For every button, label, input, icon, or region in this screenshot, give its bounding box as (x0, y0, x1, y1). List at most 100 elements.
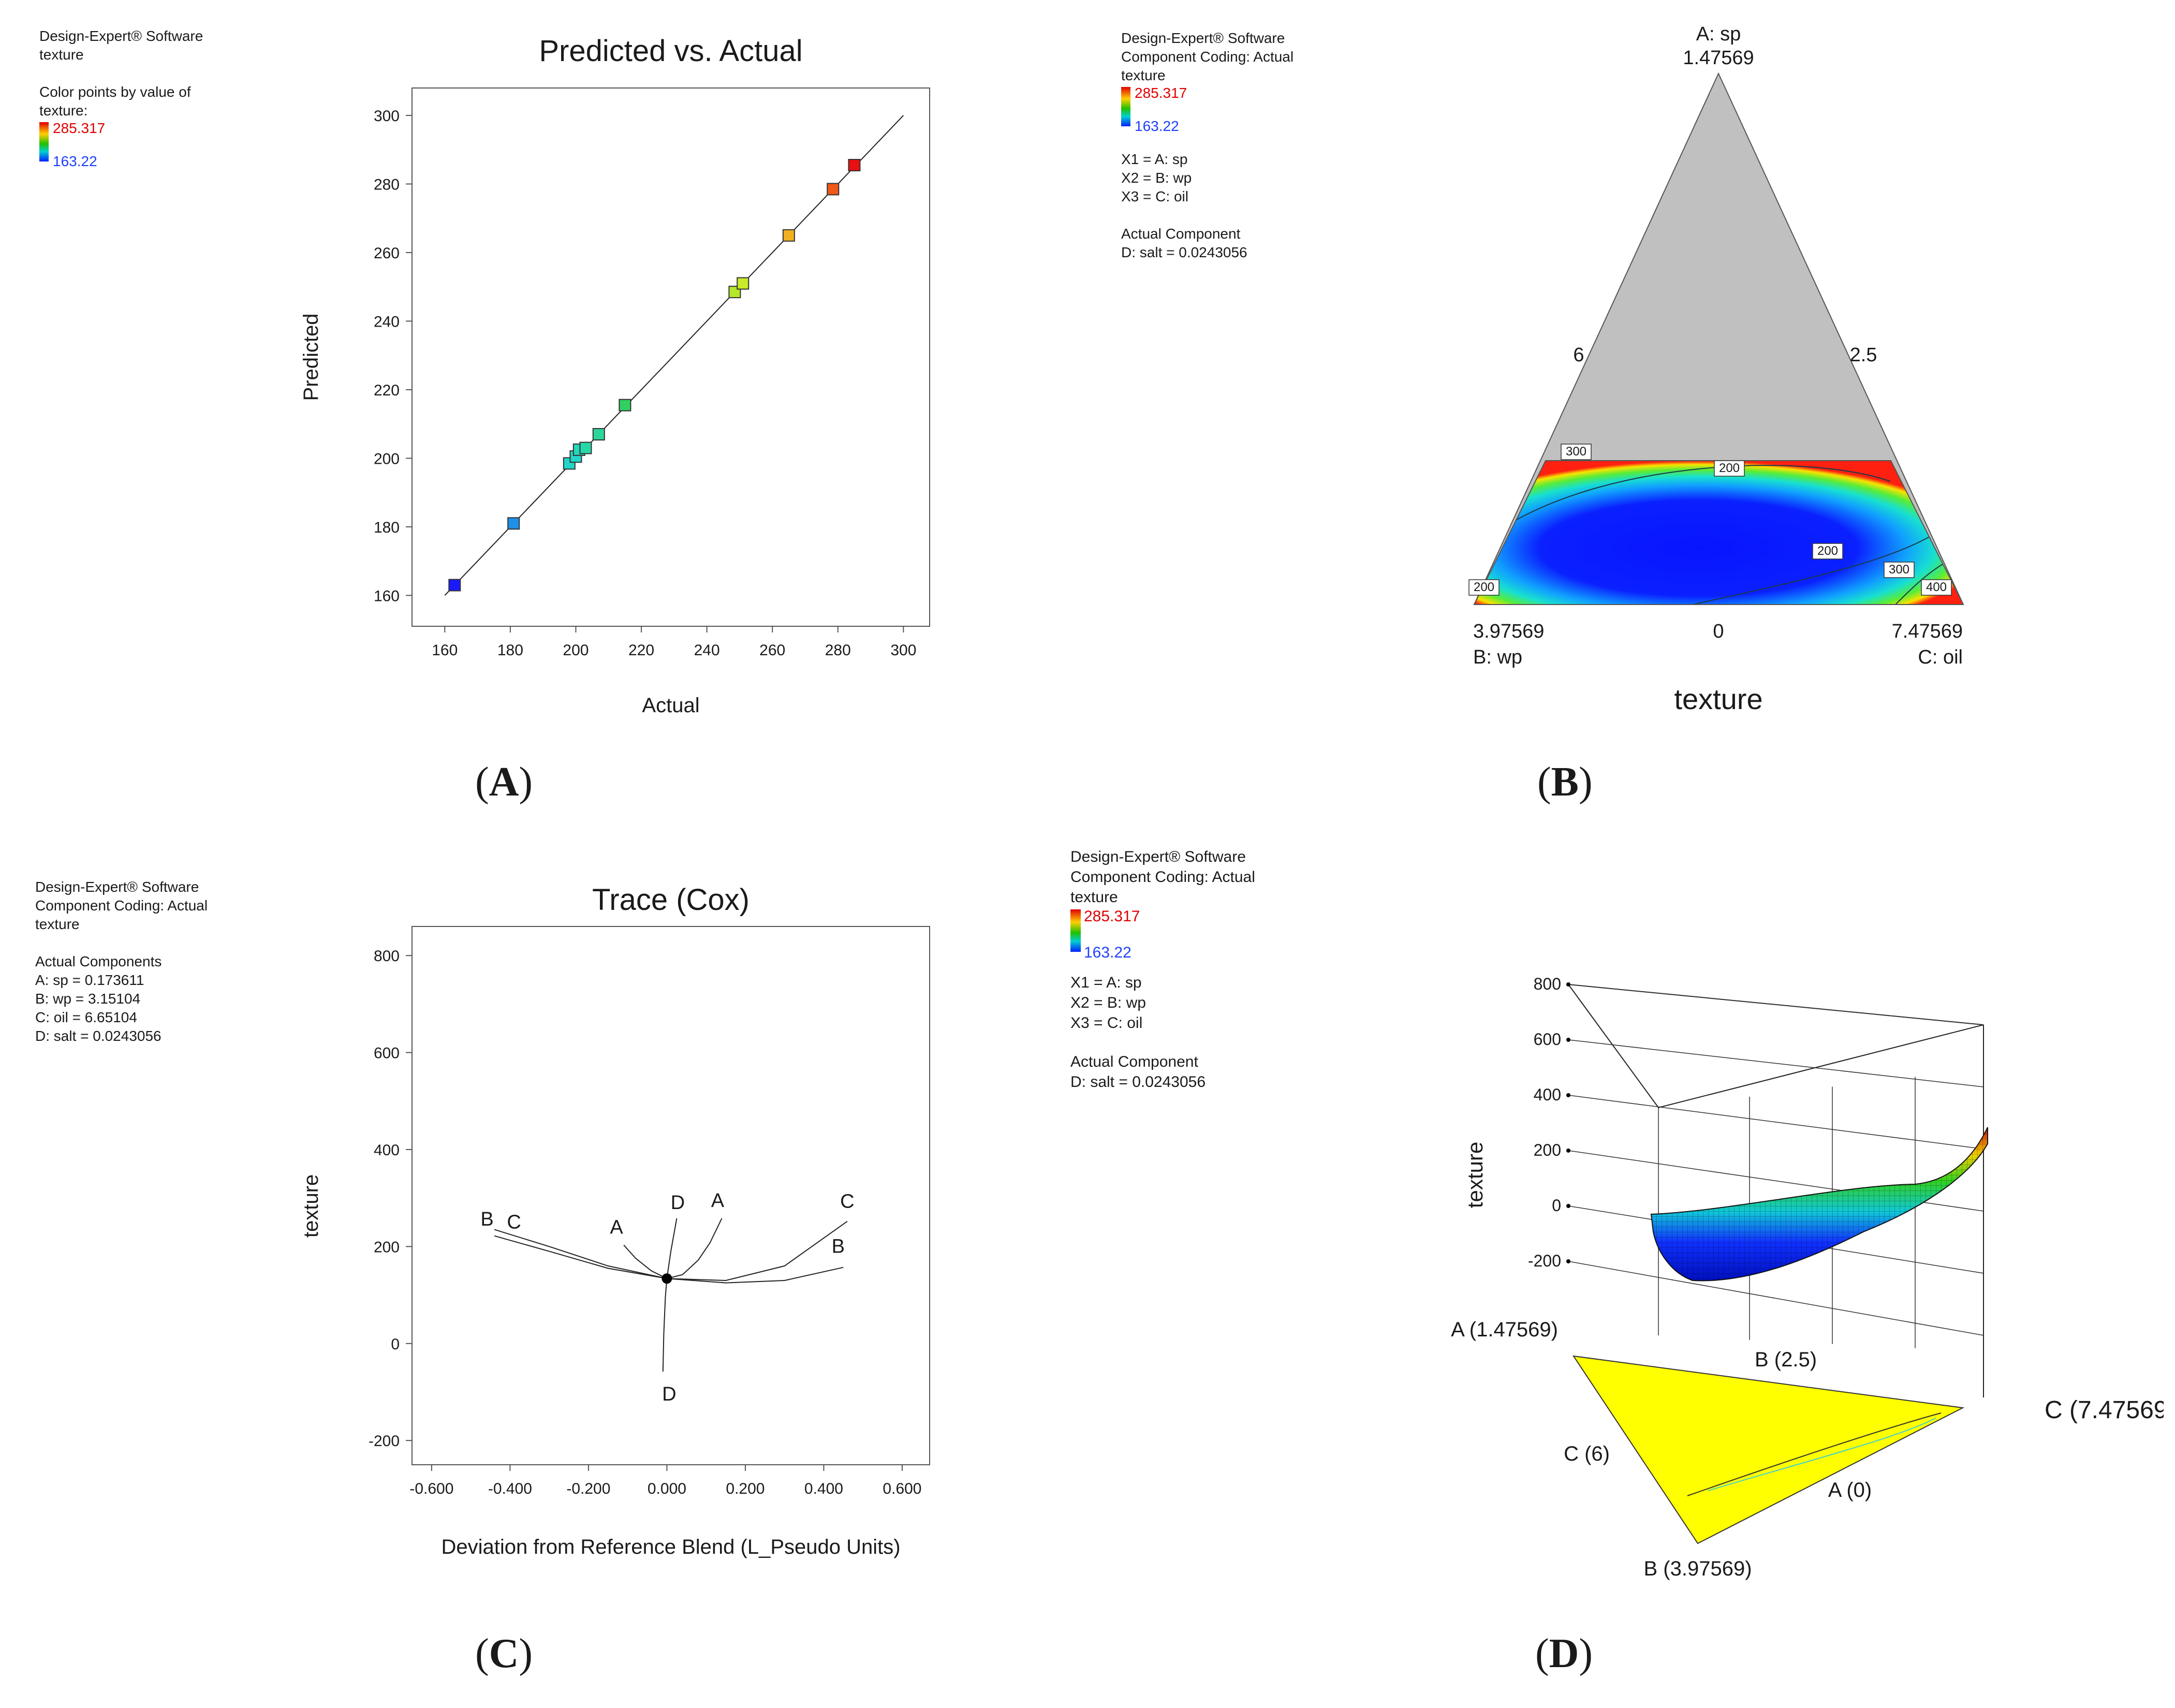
y-tick-label: 220 (374, 382, 400, 399)
z-tick-dot (1566, 1038, 1570, 1042)
contour-label: 300 (1566, 445, 1586, 459)
legend-actual-d: D: salt = 0.0243056 (35, 1028, 161, 1044)
axis-label-c-right: C (7.47569) (2045, 1396, 2164, 1424)
y-tick-label: 400 (374, 1142, 400, 1159)
y-tick-label: 800 (374, 948, 400, 965)
trace-label-c: C (507, 1212, 521, 1233)
color-bar (39, 122, 49, 161)
axis-label-b-mid: B (2.5) (1755, 1348, 1817, 1371)
z-tick-label: 800 (1534, 975, 1561, 993)
region-outline (1473, 460, 1964, 605)
panel-c-label: (C) (475, 1630, 533, 1677)
contour-label: 400 (1926, 580, 1947, 594)
y-tick-label: 200 (374, 450, 400, 467)
trace-label-c: C (840, 1191, 854, 1213)
legend-x1: X1 = A: sp (1121, 151, 1188, 167)
legend-x2: X2 = B: wp (1121, 170, 1192, 186)
legend-actual-title: Actual Components (35, 953, 162, 969)
plot-frame (412, 926, 930, 1465)
predicted-vs-actual-chart: Predicted vs. Actual Actual Predicted 16… (300, 34, 930, 717)
data-point (592, 428, 605, 441)
y-tick-label: 280 (374, 176, 400, 193)
legend-actual-title: Actual Component (1070, 1053, 1198, 1070)
contour-label: 200 (1817, 544, 1838, 558)
z-tick-label: 200 (1534, 1141, 1561, 1159)
contour-line (1475, 465, 1891, 549)
z-tick-label: 0 (1552, 1196, 1561, 1215)
axis-label-c-left: C (6) (1564, 1442, 1610, 1465)
contour-region (1474, 461, 1963, 605)
legend-coding: Component Coding: Actual (1070, 868, 1255, 886)
contour-label-box (1921, 579, 1952, 596)
trace-label-b: B (480, 1209, 493, 1230)
z-tick-dot (1566, 1259, 1570, 1263)
reference-blend-point (662, 1273, 672, 1284)
x-tick-label: 0.200 (726, 1480, 765, 1497)
label-close: ) (519, 759, 533, 805)
y-tick-label: 300 (374, 108, 400, 125)
panel-d-label: (D) (1535, 1630, 1593, 1677)
grid-line (1568, 1039, 1984, 1087)
trace-label-a: A (711, 1190, 725, 1212)
panel-a-label: (A) (475, 759, 533, 806)
heatmap-fill (1474, 461, 1963, 605)
panel-b-legend: Design-Expert® Software Component Coding… (1121, 29, 1294, 262)
legend-software: Design-Expert® Software (39, 28, 203, 44)
x-tick-label: -0.400 (488, 1480, 532, 1497)
vertex-top-name: A: sp (1696, 23, 1741, 45)
vertex-left-value: 3.97569 (1473, 621, 1544, 642)
trace-label-a: A (610, 1217, 623, 1239)
x-axis-label: Deviation from Reference Blend (L_Pseudo… (441, 1536, 900, 1558)
y-axis-label: texture (300, 1174, 322, 1238)
color-min: 163.22 (1084, 944, 1131, 961)
trace-label-d: D (662, 1383, 676, 1405)
label-close: ) (1579, 759, 1593, 805)
legend-actual-a: A: sp = 0.173611 (35, 972, 144, 988)
z-tick-dot (1566, 1149, 1570, 1153)
x-tick-label: 160 (432, 642, 458, 659)
ternary-contour-chart: 300 200 200 300 400 200 A: sp1.47569 6 2.5 3.9756… (1468, 23, 1964, 715)
x-tick-label: 280 (825, 642, 851, 659)
legend-software: Design-Expert® Software (1070, 848, 1246, 865)
legend-actual-d: D: salt = 0.0243056 (1121, 244, 1247, 260)
color-min: 163.22 (1135, 118, 1179, 134)
x-tick-label: -0.200 (566, 1480, 610, 1497)
legend-actual-c: C: oil = 6.65104 (35, 1009, 137, 1025)
data-point (782, 229, 795, 242)
z-tick-label: 400 (1534, 1085, 1561, 1104)
y-tick-label: -200 (369, 1433, 400, 1450)
contour-label-box (1812, 543, 1843, 559)
plot-frame (412, 87, 930, 627)
panel-b-label: (B) (1537, 759, 1593, 806)
legend-software: Design-Expert® Software (35, 879, 199, 895)
contour-label-box (1884, 562, 1915, 578)
z-tick-label: -200 (1528, 1251, 1561, 1270)
base-contour (1687, 1412, 1942, 1496)
x-tick-label: -0.600 (409, 1480, 453, 1497)
axis-label-a-bottom: A (0) (1828, 1479, 1872, 1501)
vertex-left-name: B: wp (1473, 646, 1522, 668)
contour-label: 200 (1719, 461, 1740, 475)
x-tick-label: 240 (694, 642, 720, 659)
color-max: 285.317 (1135, 85, 1187, 101)
x-tick-label: 0.400 (804, 1480, 843, 1497)
label-open: ( (475, 1631, 489, 1676)
panel-c-legend: Design-Expert® Software Component Coding… (35, 878, 208, 1046)
color-scale: 285.317 163.22 (39, 120, 203, 169)
y-tick-label: 260 (374, 245, 400, 262)
vertex-top-value: 1.47569 (1683, 47, 1754, 69)
base-contour (1708, 1418, 1936, 1491)
data-point (848, 159, 861, 172)
label-close: ) (1579, 1631, 1593, 1676)
label-letter: A (489, 759, 519, 805)
trace-cox-chart: Trace (Cox) Deviation from Reference Ble… (300, 883, 930, 1558)
label-letter: C (489, 1631, 519, 1676)
legend-x1: X1 = A: sp (1070, 974, 1142, 991)
z-tick-dot (1566, 1093, 1570, 1097)
label-open: ( (1537, 759, 1551, 805)
grid-line (1568, 1261, 1984, 1336)
x-tick-label: 0.600 (883, 1480, 921, 1497)
left-side-tick: 6 (1573, 344, 1584, 366)
trace-line-a (623, 1218, 723, 1279)
